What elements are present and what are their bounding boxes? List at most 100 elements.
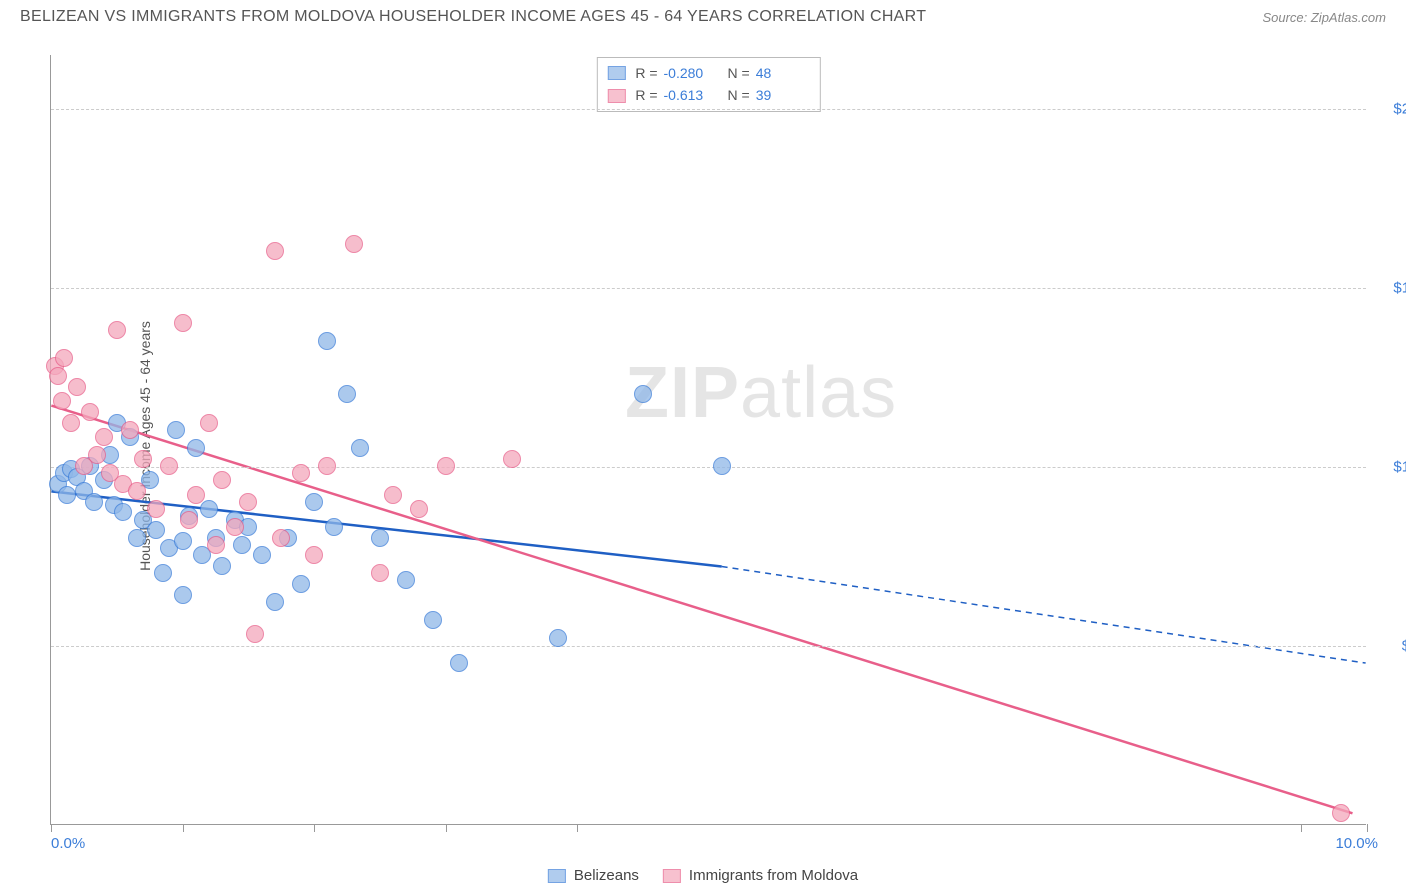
scatter-point-belizeans [325,518,343,536]
scatter-point-belizeans [147,521,165,539]
stat-row-moldova: R = -0.613 N = 39 [607,84,809,106]
scatter-point-moldova [226,518,244,536]
scatter-point-moldova [160,457,178,475]
x-tick [446,824,447,832]
x-tick [314,824,315,832]
stat-row-belizeans: R = -0.280 N = 48 [607,62,809,84]
scatter-point-moldova [437,457,455,475]
r-value: -0.613 [664,84,718,106]
scatter-point-belizeans [114,503,132,521]
scatter-point-belizeans [128,529,146,547]
scatter-point-moldova [62,414,80,432]
x-tick [51,824,52,832]
scatter-point-belizeans [200,500,218,518]
scatter-point-moldova [128,482,146,500]
correlation-stats-legend: R = -0.280 N = 48 R = -0.613 N = 39 [596,57,820,112]
scatter-point-moldova [81,403,99,421]
scatter-point-moldova [1332,804,1350,822]
source-label: Source: [1262,10,1310,25]
legend-item-moldova: Immigrants from Moldova [663,867,858,884]
swatch-belizeans [607,66,625,80]
scatter-point-moldova [305,546,323,564]
scatter-point-moldova [200,414,218,432]
scatter-point-moldova [272,529,290,547]
scatter-point-belizeans [305,493,323,511]
source-value: ZipAtlas.com [1311,10,1386,25]
scatter-point-belizeans [85,493,103,511]
y-tick-label: $50,000 [1376,637,1406,654]
scatter-point-belizeans [424,611,442,629]
scatter-point-belizeans [450,654,468,672]
watermark: ZIPatlas [625,352,897,434]
scatter-point-belizeans [167,421,185,439]
scatter-point-moldova [318,457,336,475]
scatter-point-belizeans [253,546,271,564]
x-tick-label: 0.0% [51,835,85,852]
scatter-point-moldova [503,450,521,468]
scatter-point-moldova [345,235,363,253]
scatter-chart: ZIPatlas R =-0.280N =48R =-0.613N =39 $5… [50,55,1366,825]
scatter-point-moldova [207,536,225,554]
scatter-point-belizeans [371,529,389,547]
scatter-point-belizeans [292,575,310,593]
scatter-point-belizeans [266,593,284,611]
r-label: R = [635,62,657,84]
scatter-point-belizeans [713,457,731,475]
scatter-point-belizeans [549,629,567,647]
scatter-point-belizeans [187,439,205,457]
n-value: 39 [756,84,810,106]
scatter-point-moldova [134,450,152,468]
n-label: N = [728,84,750,106]
n-label: N = [728,62,750,84]
legend-label: Immigrants from Moldova [689,867,858,884]
gridline-horizontal [51,288,1366,289]
series-legend: Belizeans Immigrants from Moldova [548,867,858,884]
x-tick [1367,824,1368,832]
scatter-point-moldova [88,446,106,464]
r-label: R = [635,84,657,106]
y-tick-label: $100,000 [1376,458,1406,475]
gridline-horizontal [51,109,1366,110]
source-attribution: Source: ZipAtlas.com [1262,10,1386,25]
r-value: -0.280 [664,62,718,84]
y-tick-label: $150,000 [1376,279,1406,296]
watermark-light: atlas [740,353,897,433]
scatter-point-moldova [49,367,67,385]
x-tick [1301,824,1302,832]
scatter-point-moldova [180,511,198,529]
scatter-point-moldova [53,392,71,410]
scatter-point-moldova [121,421,139,439]
x-tick [577,824,578,832]
x-tick-label: 10.0% [1335,835,1378,852]
scatter-point-belizeans [174,532,192,550]
scatter-point-moldova [68,378,86,396]
scatter-point-belizeans [174,586,192,604]
legend-swatch-moldova [663,869,681,883]
legend-item-belizeans: Belizeans [548,867,639,884]
scatter-point-belizeans [233,536,251,554]
gridline-horizontal [51,467,1366,468]
scatter-point-moldova [55,349,73,367]
scatter-point-moldova [292,464,310,482]
regression-line-extrapolated-belizeans [722,566,1366,663]
scatter-point-moldova [246,625,264,643]
scatter-point-moldova [108,321,126,339]
n-value: 48 [756,62,810,84]
scatter-point-belizeans [154,564,172,582]
y-tick-label: $200,000 [1376,100,1406,117]
scatter-point-moldova [147,500,165,518]
scatter-point-moldova [213,471,231,489]
legend-label: Belizeans [574,867,639,884]
gridline-horizontal [51,646,1366,647]
legend-swatch-belizeans [548,869,566,883]
swatch-moldova [607,89,625,103]
scatter-point-moldova [239,493,257,511]
scatter-point-moldova [371,564,389,582]
chart-title: BELIZEAN VS IMMIGRANTS FROM MOLDOVA HOUS… [20,8,926,26]
scatter-point-moldova [95,428,113,446]
scatter-point-moldova [174,314,192,332]
scatter-point-belizeans [634,385,652,403]
chart-header: BELIZEAN VS IMMIGRANTS FROM MOLDOVA HOUS… [0,0,1406,30]
scatter-point-moldova [187,486,205,504]
scatter-point-belizeans [58,486,76,504]
